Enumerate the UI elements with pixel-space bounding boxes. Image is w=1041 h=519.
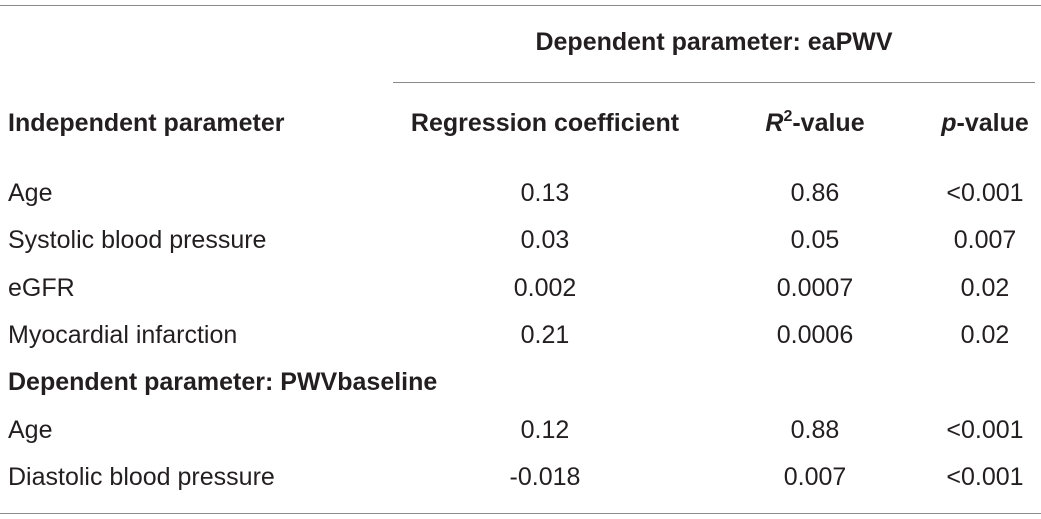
column-header: Independent parameter: [8, 108, 388, 138]
cell-value: <0.001: [946, 179, 1024, 207]
cell-value: 0.03: [520, 226, 570, 255]
group-header: Dependent parameter: eaPWV: [535, 28, 893, 56]
section-title: Dependent parameter: PWVbaseline: [8, 368, 438, 397]
row-label: eGFR: [8, 273, 75, 302]
header-text: Independent parameter: [8, 109, 285, 137]
header-text: -value: [956, 109, 1029, 137]
row-label: Age: [8, 179, 53, 207]
top-rule: [0, 5, 1041, 6]
cell-value: 0.05: [790, 226, 840, 255]
cell-value: 0.02: [960, 320, 1010, 349]
row-label: Diastolic blood pressure: [8, 462, 275, 491]
column-header: Regression coefficient: [395, 108, 695, 138]
column-header: R2-value: [715, 108, 915, 138]
cell-value: 0.0006: [776, 320, 854, 349]
cell-value: 0.02: [960, 273, 1010, 302]
cell-value: <0.001: [946, 415, 1024, 444]
header-italic: R: [765, 109, 784, 137]
cell-value: 0.21: [520, 320, 570, 349]
cell-value: 0.12: [520, 415, 570, 444]
cell-value: 0.007: [953, 226, 1017, 255]
header-text: -value: [792, 109, 865, 137]
header-italic: p: [941, 109, 957, 137]
header-text: Regression coefficient: [410, 109, 680, 137]
cell-value: 0.88: [790, 415, 840, 444]
row-label: Myocardial infarction: [8, 320, 238, 349]
cell-value: 0.86: [790, 179, 840, 207]
column-header: p-value: [930, 108, 1040, 138]
cell-value: 0.13: [520, 179, 570, 207]
header-sup: 2: [783, 108, 793, 125]
bottom-rule: [0, 513, 1041, 514]
cell-value: 0.0007: [776, 273, 854, 302]
row-label: Systolic blood pressure: [8, 226, 267, 255]
cell-value: -0.018: [509, 462, 581, 491]
group-rule: [393, 82, 1035, 83]
cell-value: 0.007: [783, 462, 847, 491]
cell-value: 0.002: [513, 273, 577, 302]
row-label: Age: [8, 415, 53, 444]
cell-value: <0.001: [946, 462, 1024, 491]
